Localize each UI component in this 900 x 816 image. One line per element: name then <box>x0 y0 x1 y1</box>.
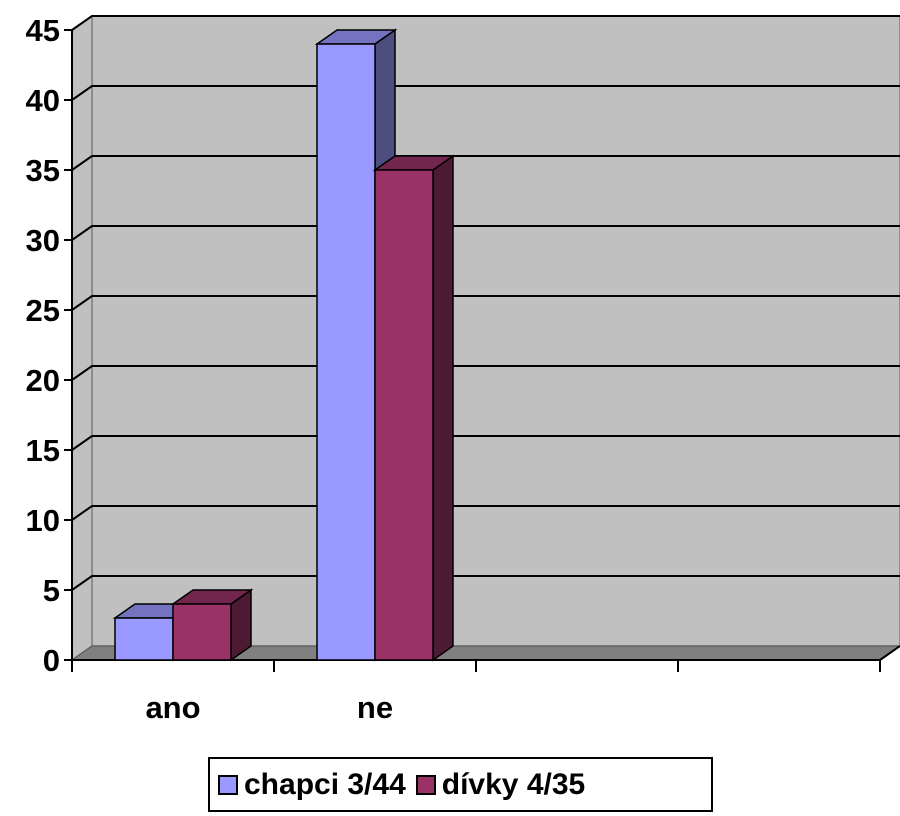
bar-front <box>374 169 434 661</box>
y-tick-label: 40 <box>26 83 60 118</box>
y-tick-label: 45 <box>26 13 60 48</box>
back-wall <box>91 15 900 647</box>
bar-dívky 4/35-ano <box>170 588 254 662</box>
legend-swatch-series-1 <box>218 774 238 795</box>
gridline <box>71 15 900 31</box>
gridline <box>71 365 900 381</box>
side-wall <box>71 14 93 662</box>
y-tick-label: 15 <box>26 433 60 468</box>
gridline <box>71 435 900 451</box>
y-tick-label: 30 <box>26 223 60 258</box>
bars <box>112 28 456 662</box>
y-tick-label: 10 <box>26 503 60 538</box>
gridline <box>71 85 900 101</box>
gridline <box>71 505 900 521</box>
y-tick-label: 35 <box>26 153 60 188</box>
x-axis-depth <box>879 645 900 661</box>
legend-label-series-1: chapci 3/44 <box>244 767 406 801</box>
y-tick-label: 5 <box>43 573 60 608</box>
y-tick-label: 0 <box>43 643 60 678</box>
y-tick-label: 25 <box>26 293 60 328</box>
bar-dívky 4/35-ne <box>372 154 456 662</box>
legend-item-series-1: chapci 3/44 <box>218 768 406 802</box>
legend-label-series-2: dívky 4/35 <box>441 767 586 801</box>
bar-front <box>316 43 376 661</box>
gridlines <box>71 15 900 591</box>
legend: chapci 3/44 dívky 4/35 <box>208 757 713 812</box>
bar-front <box>114 617 174 661</box>
bar-front <box>172 603 232 661</box>
y-tick-label: 20 <box>26 363 60 398</box>
gridline <box>71 155 900 171</box>
gridline <box>71 295 900 311</box>
x-tick-label: ano <box>145 690 200 725</box>
legend-item-series-2: dívky 4/35 <box>415 767 586 802</box>
x-tick-label: ne <box>357 690 393 725</box>
bar-side <box>432 154 454 662</box>
y-tick-labels: 0 5 10 15 20 25 30 35 40 45 <box>26 13 60 678</box>
legend-swatch-series-2 <box>415 774 436 795</box>
gridline <box>71 575 900 591</box>
gridline <box>71 225 900 241</box>
chart-walls <box>70 14 900 662</box>
x-tick-labels: ano ne <box>145 690 393 725</box>
